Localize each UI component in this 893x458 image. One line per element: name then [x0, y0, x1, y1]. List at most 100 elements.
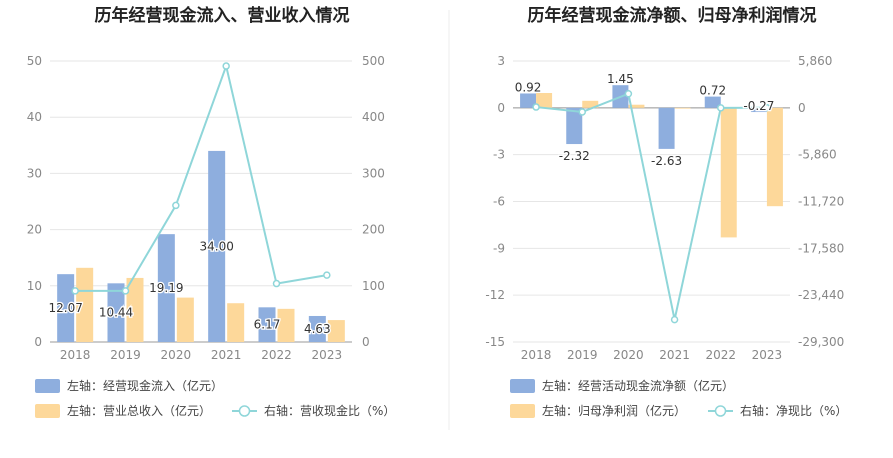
chart1-bar [208, 150, 226, 342]
chart1-bar [107, 283, 125, 342]
chart2-legend-line-marker [714, 405, 727, 417]
chart1-ratio-point [172, 201, 180, 210]
chart2-bar [704, 96, 721, 108]
chart2-x-tick-label: 2020 [613, 348, 644, 362]
chart2-right-tick-label: -23,440 [798, 288, 844, 302]
chart1-ratio-point [272, 279, 281, 288]
chart2-bar [566, 107, 583, 145]
chart2-right-tick-label: -5,860 [798, 148, 837, 162]
chart1-bar [308, 315, 326, 342]
chart2-ratio-point [763, 104, 771, 112]
chart1-bar-value-label: 12.07 [48, 301, 82, 315]
chart1-x-tick-label: 2023 [312, 348, 343, 362]
chart2-bar [766, 107, 783, 207]
chart2-right-tick-label: -17,580 [798, 241, 844, 255]
chart2-bar-value-label: -2.63 [651, 154, 682, 168]
chart1-legend-label: 左轴：营业总收入（亿元） [67, 403, 211, 418]
chart2-x-tick-label: 2019 [567, 348, 598, 362]
chart1-legend-label: 左轴：经营现金流入（亿元） [67, 378, 223, 393]
chart1-bar [277, 308, 295, 342]
chart2-bar-value-label: -2.32 [559, 149, 590, 163]
chart1-legend-swatch [35, 404, 60, 418]
chart2-right-tick-label: -29,300 [798, 335, 844, 349]
chart1-bar [126, 277, 144, 342]
chart1-bar [327, 320, 345, 342]
chart1-bar [76, 267, 94, 342]
chart1-right-tick-label: 400 [362, 110, 385, 124]
chart2-right-tick-label: 0 [798, 101, 806, 115]
chart2-bar [674, 107, 691, 109]
chart1-ratio-point [323, 271, 331, 279]
chart2-bar [582, 100, 599, 108]
chart1-right-tick-label: 500 [362, 54, 385, 68]
chart2-bar [628, 104, 645, 108]
chart1-right-tick-label: 200 [362, 223, 385, 237]
chart1-bar-value-label: 19.19 [149, 281, 183, 295]
chart1-left-tick-label: 20 [27, 223, 42, 237]
chart1-x-tick-label: 2022 [261, 348, 292, 362]
chart2-bar [658, 107, 675, 149]
chart1-legend-label: 右轴：营收现金比（%） [264, 403, 395, 418]
chart2-title: 历年经营现金流净额、归母净利润情况 [528, 5, 817, 26]
chart2-bar-value-label: 1.45 [607, 72, 634, 86]
chart2-left-tick-label: 0 [497, 101, 505, 115]
chart1-legend-line-marker [238, 405, 251, 417]
chart2-ratio-point [532, 103, 540, 111]
chart2-left-tick-label: -15 [485, 335, 505, 349]
chart2-x-tick-label: 2021 [659, 348, 690, 362]
chart1-left-tick-label: 50 [27, 54, 42, 68]
chart1-legend-swatch [35, 379, 60, 393]
chart1-bar [57, 274, 75, 342]
chart1-left-tick-label: 0 [34, 335, 42, 349]
chart2-left-tick-label: 3 [497, 54, 505, 68]
chart2-right-tick-label: 5,860 [798, 54, 832, 68]
chart2-bar-value-label: 0.72 [699, 84, 726, 98]
chart1-bar-value-label: 34.00 [199, 239, 233, 253]
chart2-bar-value-label: -0.27 [743, 99, 774, 113]
chart2-left-tick-label: -3 [493, 148, 505, 162]
chart1-ratio-point [222, 62, 230, 70]
chart1-right-tick-label: 0 [362, 335, 370, 349]
chart2-ratio-point [670, 315, 679, 324]
chart1-bar-value-label: 4.63 [304, 322, 331, 336]
chart1-bar-value-label: 10.44 [99, 306, 133, 320]
chart1-ratio-point [121, 287, 130, 295]
chart1-bar [176, 297, 194, 342]
chart2-legend-label: 右轴：净现比（%） [740, 403, 847, 418]
chart1-bar-value-label: 6.17 [254, 318, 281, 332]
chart2-x-tick-label: 2018 [521, 348, 552, 362]
chart2-bar [750, 107, 767, 113]
chart2-x-tick-label: 2022 [705, 348, 736, 362]
chart2-ratio-point [717, 104, 725, 112]
chart2-ratio-point [624, 90, 633, 98]
chart1-bar [157, 234, 175, 342]
chart2-legend-swatch [510, 404, 535, 418]
chart2-bar [536, 93, 553, 108]
chart2-left-tick-label: -12 [485, 288, 505, 302]
chart1-title: 历年经营现金流入、营业收入情况 [95, 5, 350, 26]
chart2-x-tick-label: 2023 [752, 348, 783, 362]
chart1-bar [258, 307, 276, 342]
chart1-left-tick-label: 30 [27, 166, 42, 180]
chart1-right-tick-label: 100 [362, 279, 385, 293]
chart2-bar [520, 93, 537, 108]
chart1-left-tick-label: 10 [27, 279, 42, 293]
chart1-x-tick-label: 2020 [161, 348, 192, 362]
chart2-right-tick-label: -11,720 [798, 195, 844, 209]
chart1-left-tick-label: 40 [27, 110, 42, 124]
chart2-left-tick-label: -6 [493, 195, 505, 209]
chart1-x-tick-label: 2018 [60, 348, 91, 362]
chart2-bar [720, 107, 737, 238]
chart1-ratio-line [75, 62, 327, 292]
chart1-bar [227, 303, 245, 342]
chart2-bar-value-label: 0.92 [515, 80, 542, 94]
chart2-ratio-line [535, 92, 767, 320]
chart1-x-tick-label: 2021 [211, 348, 242, 362]
chart2-legend-swatch [510, 379, 535, 393]
chart1-right-tick-label: 300 [362, 166, 385, 180]
chart2-left-tick-label: -9 [493, 241, 505, 255]
chart2-legend-label: 左轴：经营活动现金流净额（亿元） [542, 378, 734, 393]
chart1-x-tick-label: 2019 [110, 348, 141, 362]
